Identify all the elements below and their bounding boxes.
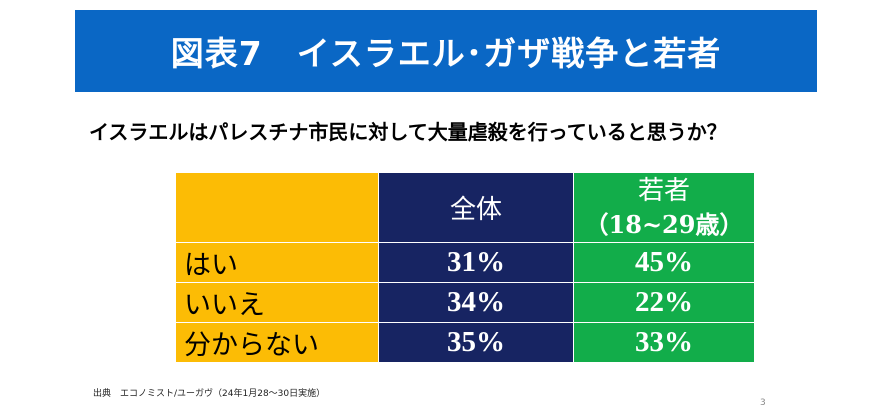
row-label-no: いいえ xyxy=(175,282,379,323)
cell-all-unsure: 35% xyxy=(378,322,574,363)
survey-question: イスラエルはパレスチナ市民に対して大量虐殺を行っていると思うか？ xyxy=(89,120,727,144)
title-banner: 図表7 イスラエル･ガザ戦争と若者 xyxy=(75,10,817,92)
cell-all-no: 34% xyxy=(378,282,574,323)
cell-young-no: 22% xyxy=(573,282,755,323)
row-label-unsure: 分からない xyxy=(175,322,379,363)
table-row: はい 31% 45% xyxy=(175,242,755,283)
table-header-row: 全体 若者 （18~29歳） xyxy=(175,172,755,243)
source-note: 出典 エコノミスト/ユーガヴ（24年1月28～30日実施） xyxy=(93,389,326,399)
page-number: 3 xyxy=(760,398,766,408)
slide-title: 図表7 イスラエル･ガザ戦争と若者 xyxy=(170,34,722,73)
row-label-yes: はい xyxy=(175,242,379,283)
header-young: 若者 （18~29歳） xyxy=(573,172,755,243)
header-all: 全体 xyxy=(378,172,574,243)
header-empty-cell xyxy=(175,172,379,243)
cell-young-unsure: 33% xyxy=(573,322,755,363)
table-row: いいえ 34% 22% xyxy=(175,282,755,323)
cell-young-yes: 45% xyxy=(573,242,755,283)
header-young-title: 若者 xyxy=(637,175,690,206)
results-table: 全体 若者 （18~29歳） はい 31% 45% いいえ 34% 22% 分か… xyxy=(175,172,755,363)
table-row: 分からない 35% 33% xyxy=(175,322,755,363)
cell-all-yes: 31% xyxy=(378,242,574,283)
header-young-age: （18~29歳） xyxy=(584,209,744,239)
